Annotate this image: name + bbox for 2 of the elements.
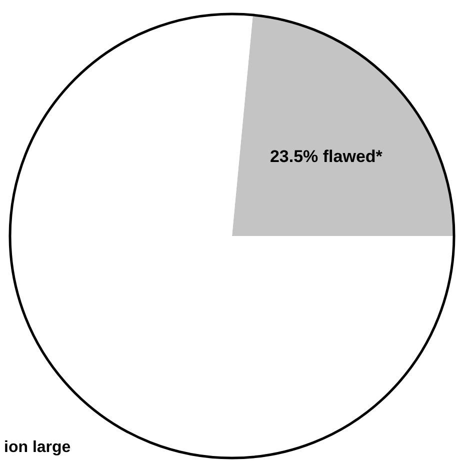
slice-label: 23.5% flawed*: [270, 147, 383, 166]
text: ion large: [4, 439, 71, 456]
